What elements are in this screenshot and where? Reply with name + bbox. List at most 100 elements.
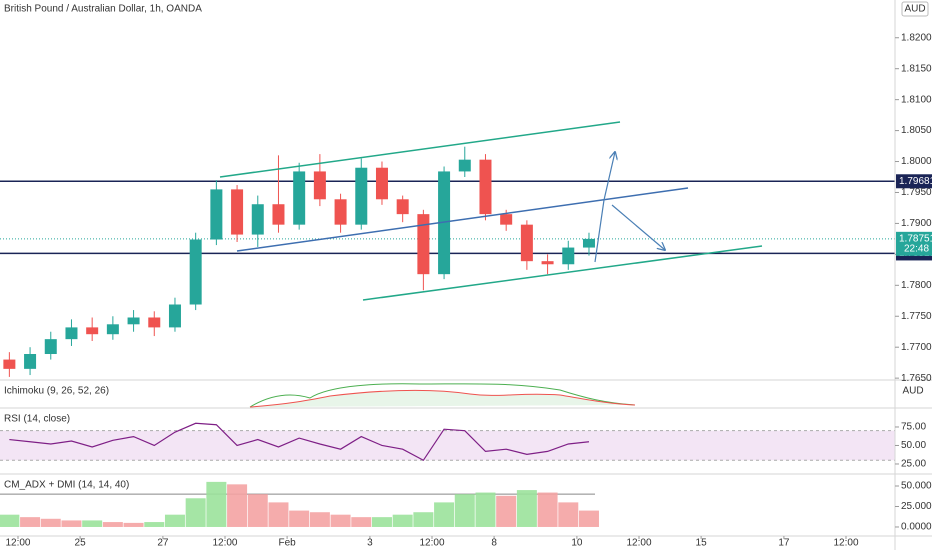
adx-bar bbox=[247, 494, 268, 527]
candle-body bbox=[417, 214, 430, 275]
y-tick-label: 1.81500 bbox=[901, 63, 932, 74]
currency-badge bbox=[901, 1, 929, 17]
trend-line bbox=[236, 187, 689, 252]
x-tick-label: 12:00 bbox=[833, 538, 858, 549]
x-tick-label: 8 bbox=[491, 538, 497, 549]
last-price-label: 1.78751 bbox=[899, 233, 932, 244]
y-tick-label: 1.81000 bbox=[901, 94, 932, 105]
x-tick-label: Feb bbox=[278, 538, 296, 549]
candle-body bbox=[44, 339, 57, 355]
adx-bar bbox=[330, 514, 351, 527]
adx-bar bbox=[289, 510, 310, 527]
trend-line bbox=[362, 245, 763, 301]
candle-body bbox=[210, 189, 223, 240]
adx-bar bbox=[268, 502, 289, 527]
candle-body bbox=[562, 247, 575, 265]
adx-bar bbox=[40, 518, 61, 527]
x-tick-label: 12:00 bbox=[212, 538, 237, 549]
adx-bar bbox=[61, 520, 82, 527]
adx-bar bbox=[537, 492, 558, 527]
candle-body bbox=[520, 224, 533, 262]
adx-bar bbox=[164, 514, 185, 527]
adx-bar bbox=[413, 512, 434, 527]
arrow bbox=[594, 152, 615, 263]
y-tick-label: 1.82000 bbox=[901, 32, 932, 43]
y-tick-label: 1.77000 bbox=[901, 342, 932, 353]
indicator-title: Ichimoku (9, 26, 52, 26) bbox=[4, 386, 109, 397]
x-tick-label: 17 bbox=[778, 538, 790, 549]
x-tick-label: 27 bbox=[157, 538, 169, 549]
candle-body bbox=[127, 317, 140, 325]
cloud-edge bbox=[249, 389, 636, 408]
y-tick-label: 1.79000 bbox=[901, 218, 932, 229]
candle-body bbox=[168, 304, 181, 328]
adx-bar bbox=[0, 514, 20, 527]
candle-body bbox=[3, 359, 16, 369]
adx-bar bbox=[309, 512, 330, 527]
candle-body bbox=[355, 167, 368, 225]
y-tick-label: 1.76500 bbox=[901, 373, 932, 384]
arrow bbox=[611, 204, 665, 250]
x-tick-label: 15 bbox=[696, 538, 708, 549]
candle-body bbox=[272, 204, 285, 225]
indicator-title: RSI (14, close) bbox=[4, 414, 70, 425]
rsi-band bbox=[0, 430, 895, 461]
cloud-edge bbox=[249, 383, 636, 408]
adx-bar bbox=[185, 498, 206, 527]
adx-bar bbox=[475, 492, 496, 527]
candle-body bbox=[86, 327, 99, 335]
adx-bar bbox=[123, 522, 144, 527]
y-tick-label: 0.0000 bbox=[901, 522, 932, 533]
candle-body bbox=[251, 204, 264, 235]
trend-line bbox=[219, 121, 621, 178]
level-badge bbox=[896, 174, 932, 189]
candle-body bbox=[396, 199, 409, 215]
countdown: 22:48 bbox=[904, 243, 929, 254]
adx-bar bbox=[206, 481, 227, 527]
adx-bar bbox=[351, 517, 372, 527]
y-tick-label: 1.79500 bbox=[901, 187, 932, 198]
candle-body bbox=[231, 189, 244, 235]
candle-body bbox=[189, 239, 202, 305]
candle-body bbox=[479, 159, 492, 215]
candle-body bbox=[458, 159, 471, 172]
x-tick-label: 12:00 bbox=[626, 538, 651, 549]
currency: AUD bbox=[904, 4, 925, 15]
y-tick-label: 50.0000 bbox=[901, 481, 932, 492]
candle-body bbox=[500, 214, 513, 225]
indicator-title: CM_ADX + DMI (14, 14, 40) bbox=[4, 480, 129, 491]
x-tick-label: 10 bbox=[571, 538, 583, 549]
adx-bar bbox=[454, 494, 475, 527]
candle-body bbox=[24, 354, 37, 369]
adx-bar bbox=[20, 517, 41, 527]
adx-bar bbox=[144, 522, 165, 527]
adx-bar bbox=[102, 522, 123, 527]
candle-body bbox=[148, 317, 161, 328]
y-tick-label: 1.77500 bbox=[901, 311, 932, 322]
y-tick-label: 1.80500 bbox=[901, 125, 932, 136]
y-tick-label: 50.00 bbox=[901, 440, 926, 451]
adx-bar bbox=[558, 502, 579, 527]
adx-bar bbox=[227, 484, 248, 527]
candle-body bbox=[65, 327, 78, 340]
candle-body bbox=[541, 261, 554, 265]
adx-bar bbox=[496, 495, 517, 527]
candle-body bbox=[582, 238, 595, 248]
x-tick-label: 12:00 bbox=[419, 538, 444, 549]
last-price-badge bbox=[896, 231, 932, 256]
adx-bar bbox=[434, 502, 455, 527]
candle-body bbox=[375, 167, 388, 200]
candle-body bbox=[313, 171, 326, 200]
adx-bar bbox=[371, 517, 392, 527]
adx-bar bbox=[516, 490, 537, 527]
candle-body bbox=[334, 199, 347, 225]
level-label: 1.79681 bbox=[899, 176, 932, 187]
chart-title: British Pound / Australian Dollar, 1h, O… bbox=[4, 4, 202, 15]
y-tick-label: 75.00 bbox=[901, 422, 926, 433]
x-tick-label: 25 bbox=[75, 538, 87, 549]
currency: AUD bbox=[902, 386, 923, 397]
adx-bar bbox=[578, 510, 599, 527]
plot-layers bbox=[0, 146, 895, 527]
